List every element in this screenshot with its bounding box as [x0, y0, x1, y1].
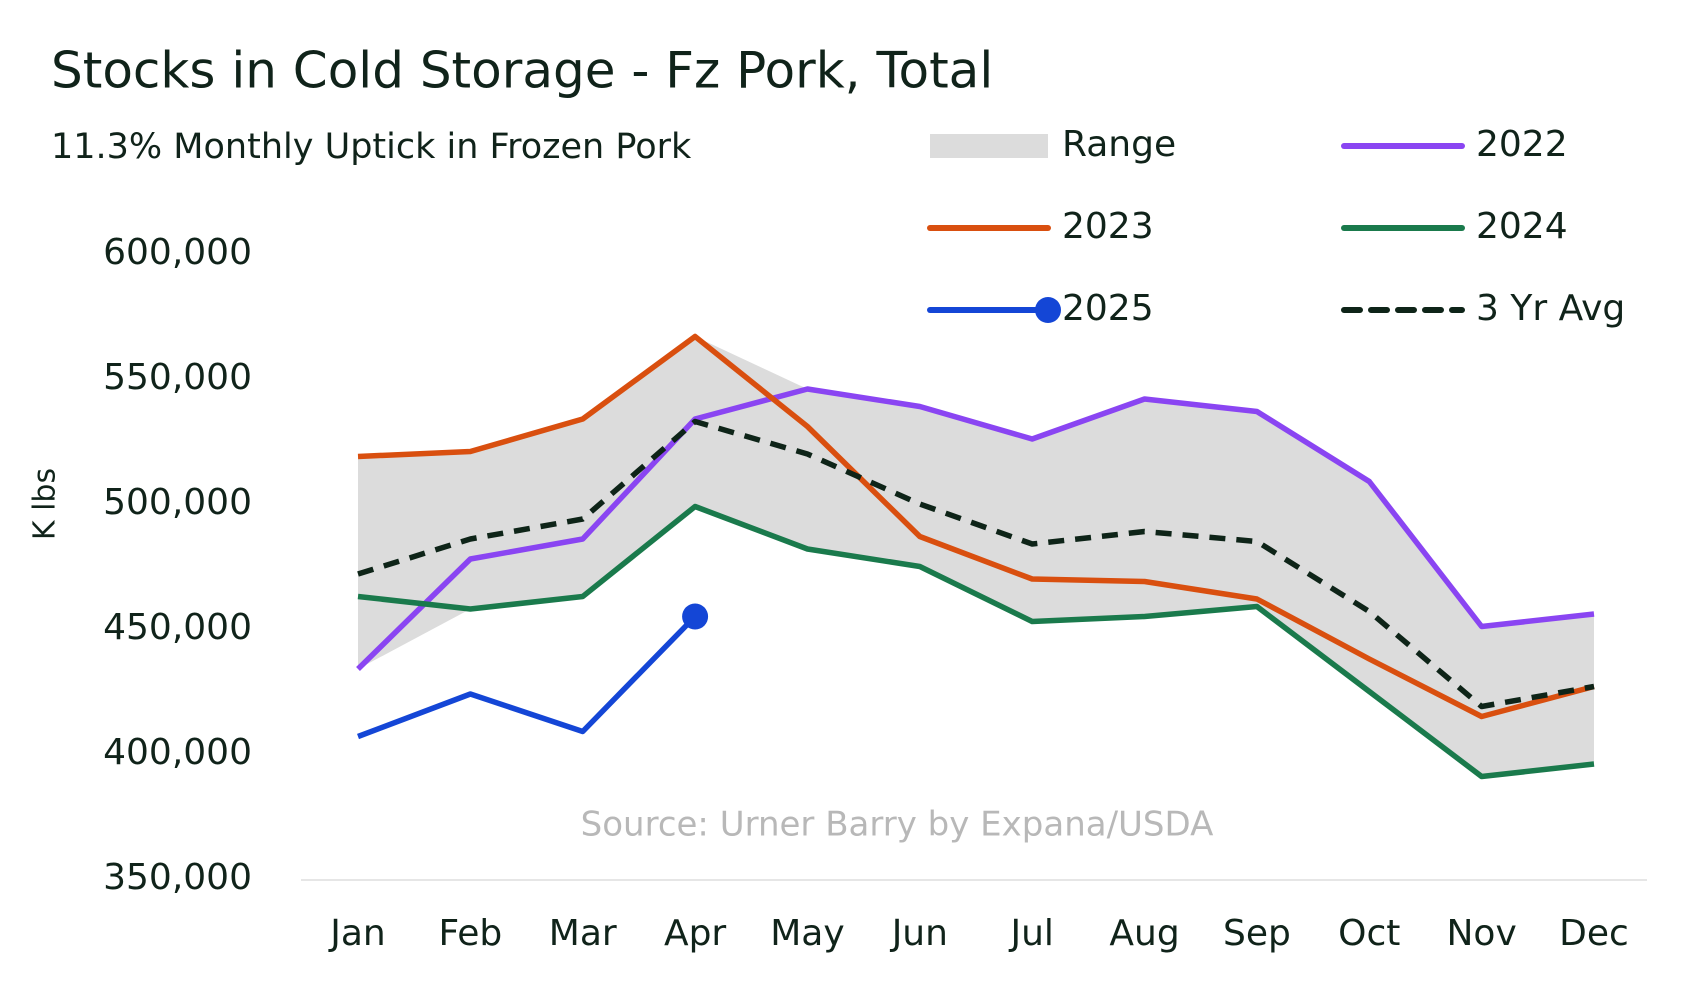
x-tick-label: Feb [438, 913, 502, 954]
x-tick-label: Oct [1338, 913, 1400, 954]
series-line [357, 614, 698, 740]
y-tick-label: 450,000 [103, 607, 252, 648]
legend-label: 2025 [1062, 288, 1154, 329]
x-tick-label: May [770, 913, 844, 954]
x-tick-label: Sep [1223, 913, 1291, 954]
x-tick-label: Aug [1109, 913, 1179, 954]
legend-label: 2024 [1476, 206, 1568, 247]
y-axis-label: K lbs [28, 468, 63, 540]
y-tick-label: 400,000 [103, 732, 252, 773]
x-tick-label: Jul [1008, 913, 1053, 954]
series-line [357, 333, 1595, 720]
legend-label: 3 Yr Avg [1476, 288, 1625, 329]
legend-label: 2023 [1062, 206, 1154, 247]
series-line [357, 418, 1595, 710]
x-tick-label: Mar [549, 913, 617, 954]
end-marker [682, 603, 709, 630]
x-tick-label: Apr [664, 913, 726, 954]
x-tick-label: Dec [1559, 913, 1629, 954]
series-line [356, 386, 1595, 671]
legend-label: Range [1062, 124, 1176, 165]
legend-label: 2022 [1476, 124, 1568, 165]
series-line [357, 503, 1595, 780]
x-tick-label: Jun [890, 913, 948, 954]
chart-title: Stocks in Cold Storage - Fz Pork, Total [51, 42, 993, 100]
y-tick-label: 350,000 [103, 857, 252, 898]
legend-marker [1035, 297, 1061, 323]
x-tick-label: Nov [1447, 913, 1517, 954]
chart-subtitle: 11.3% Monthly Uptick in Frozen Pork [51, 127, 692, 167]
x-tick-label: Jan [328, 913, 386, 954]
y-tick-label: 550,000 [103, 357, 252, 398]
source-note: Source: Urner Barry by Expana/USDA [581, 805, 1214, 845]
legend-swatch [930, 134, 1048, 158]
y-tick-label: 500,000 [103, 482, 252, 523]
y-tick-label: 600,000 [103, 232, 252, 273]
